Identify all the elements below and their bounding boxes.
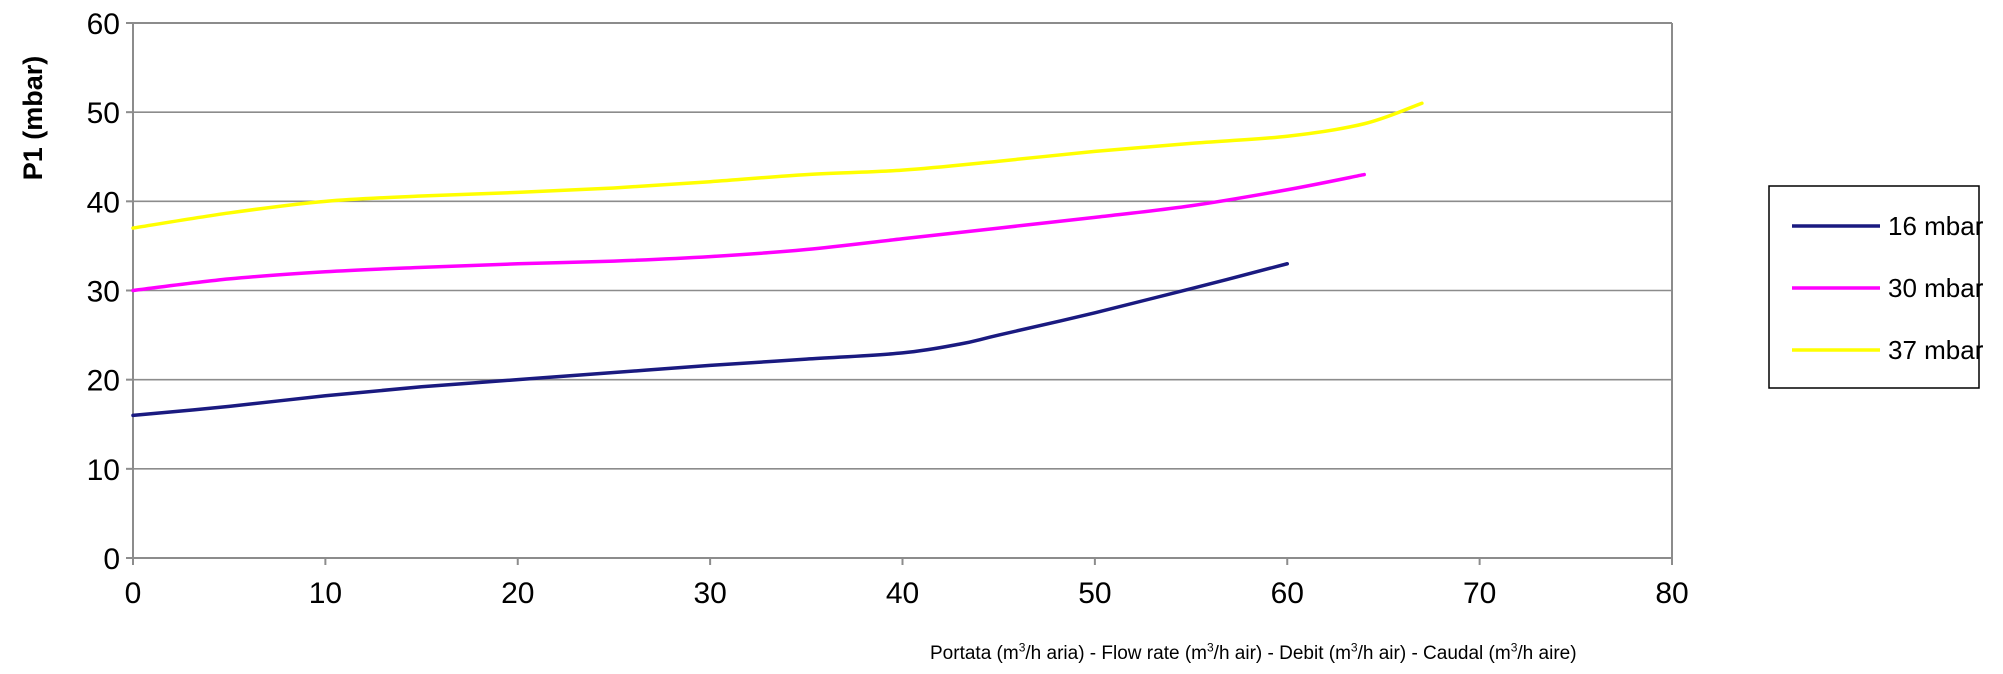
series-lines [131,101,1424,418]
series-line-37-mbar [131,101,1424,230]
x-tick-label: 80 [1655,577,1688,610]
x-label-text: /h aria) - Flow rate (m [1025,643,1207,664]
y-tick-label: 40 [87,186,120,219]
x-label-superscript: 3 [1018,640,1026,655]
x-label-superscript: 3 [1206,640,1214,655]
y-tick-label: 20 [87,365,120,398]
y-tick-label: 30 [87,276,120,309]
x-label-superscript: 3 [1350,640,1358,655]
x-tick-label: 0 [125,577,142,610]
legend-label: 30 mbar [1888,273,1984,303]
series-line-16-mbar [131,262,1289,418]
y-tick-label: 0 [103,543,120,576]
y-tick-label: 60 [87,8,120,41]
series-line-30-mbar [131,172,1366,293]
y-tick-labels: 0 10 20 30 40 50 60 [87,8,133,576]
x-tick-label: 60 [1271,577,1304,610]
x-tick-label: 10 [309,577,342,610]
y-tick-label: 10 [87,454,120,487]
x-tick-label: 40 [886,577,919,610]
gridlines [133,22,1672,470]
x-label-text: /h air) - Caudal (m [1357,643,1511,664]
y-axis-label: P1 (mbar) [18,56,48,181]
x-label-text: Portata (m [930,643,1019,664]
legend-label: 16 mbar [1888,211,1984,241]
y-tick-label: 50 [87,97,120,130]
legend-label: 37 mbar [1888,335,1984,365]
legend: 16 mbar 30 mbar 37 mbar [1768,185,1984,389]
x-label-superscript: 3 [1510,640,1518,655]
x-tick-label: 20 [501,577,534,610]
x-tick-labels: 0 10 20 30 40 50 60 70 80 [125,558,1689,610]
x-tick-label: 70 [1463,577,1496,610]
x-tick-label: 30 [693,577,726,610]
x-tick-label: 50 [1078,577,1111,610]
x-label-text: /h air) - Debit (m [1213,643,1351,664]
x-label-text: /h aire) [1517,643,1577,664]
x-axis-label: Portata (m3/h aria) - Flow rate (m3/h ai… [930,640,2000,665]
